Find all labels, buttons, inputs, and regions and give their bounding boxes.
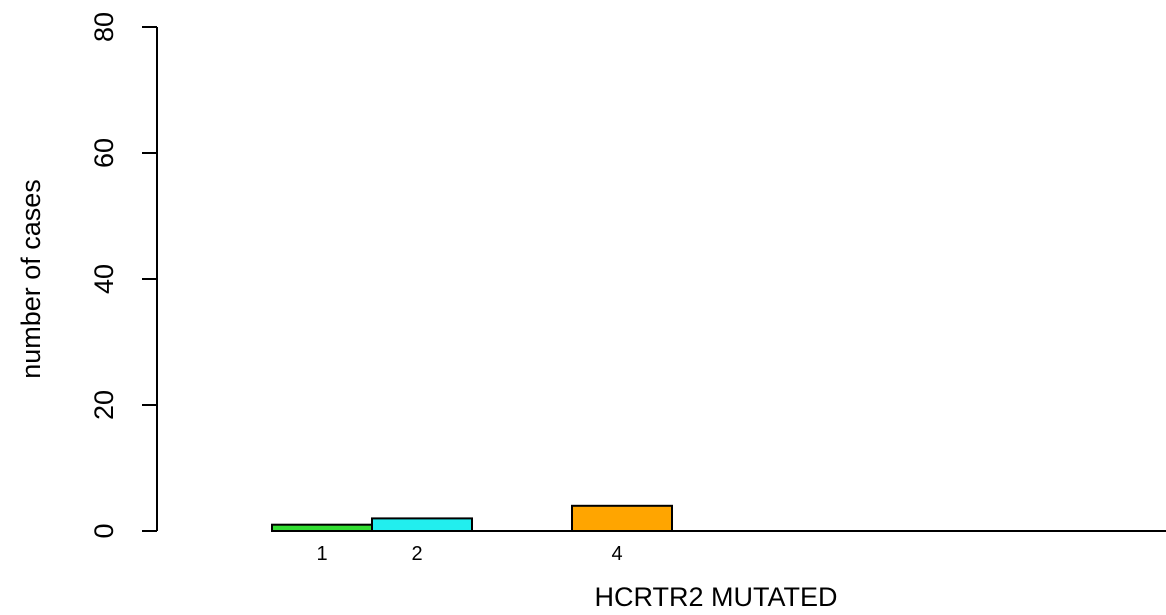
x-tick-labels: 1 2 4: [316, 543, 622, 565]
x-tick-label: 4: [611, 543, 622, 565]
x-tick-label: 2: [411, 543, 422, 565]
y-tick-label: 80: [89, 12, 119, 42]
y-axis-label: number of cases: [16, 179, 46, 379]
bar: [371, 517, 473, 533]
y-axis: 0 20 40 60 80: [89, 12, 158, 539]
y-tick-label: 0: [89, 523, 119, 538]
x-tick-label: 1: [316, 543, 327, 565]
bars: [271, 504, 673, 533]
y-tick-label: 20: [89, 390, 119, 420]
y-tick-label: 60: [89, 138, 119, 168]
y-tick-label: 40: [89, 264, 119, 294]
bar: [571, 504, 673, 532]
x-axis-label: HCRTR2 MUTATED: [595, 582, 838, 612]
